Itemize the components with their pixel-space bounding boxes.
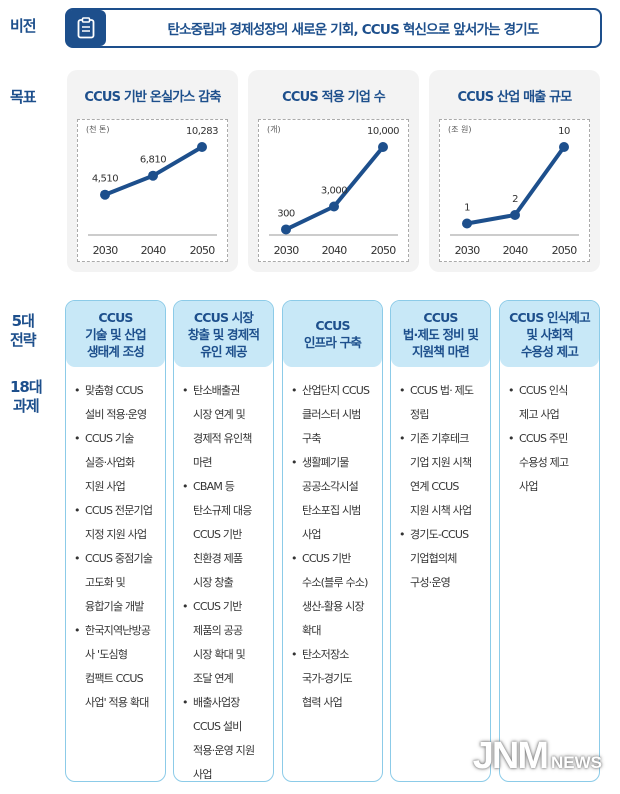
goal-chart-panel: CCUS 기반 온실가스 감축 (천 톤) 4,510 2030 6,810 2040 1…	[67, 70, 238, 272]
line-chart: 1 2030 2 2040 10 2050	[450, 126, 579, 257]
vision-label: 비전	[10, 17, 37, 35]
task-item: 탄소배출권 시장 연계 및 경제적 유인책 마련	[182, 379, 269, 475]
strategy-column: CCUS 인식제고 및 사회적 수용성 제고CCUS 인식 제고 사업CCUS …	[499, 300, 600, 782]
strategy-column: CCUS 기술 및 산업 생태계 조성맞춤형 CCUS 설비 적용·운영CCUS…	[65, 300, 166, 782]
task-list: 탄소배출권 시장 연계 및 경제적 유인책 마련CBAM 등 탄소규제 대응 C…	[174, 367, 273, 787]
x-tick-label: 2040	[503, 244, 529, 257]
data-point	[559, 142, 569, 152]
task-item: 배출사업장 CCUS 설비 적용·운영 지원 사업	[182, 691, 269, 787]
chart-title: CCUS 산업 매출 규모	[457, 90, 573, 105]
data-point	[510, 210, 520, 220]
data-point	[148, 170, 158, 181]
vision-text: 탄소중립과 경제성장의 새로운 기회, CCUS 혁신으로 앞서가는 경기도	[167, 22, 539, 38]
task-item: CCUS 중점기술 고도화 및 융합기술 개발	[74, 547, 161, 619]
chart-area: (개) 300 2030 3,000 2040 10,000 2050	[258, 119, 409, 262]
task-list: CCUS 법· 제도 정립기존 기후테크 기업 지원 시책 연계 CCUS 지원…	[391, 367, 490, 595]
data-label: 4,510	[92, 174, 118, 185]
goal-chart-panel: CCUS 적용 기업 수 (개) 300 2030 3,000 2040 10,000 20…	[248, 70, 419, 272]
chart-title: CCUS 적용 기업 수	[282, 90, 386, 105]
strategy-column: CCUS 인프라 구축산업단지 CCUS 클러스터 시범 구축생활폐기물 공공소…	[282, 300, 383, 782]
chart-area: (천 톤) 4,510 2030 6,810 2040 10,283 2050	[77, 119, 228, 262]
data-label: 3,000	[321, 186, 347, 197]
data-point	[378, 142, 388, 152]
data-label: 1	[464, 203, 470, 214]
data-point	[100, 189, 110, 200]
line-chart: 300 2030 3,000 2040 10,000 2050	[269, 126, 400, 257]
clipboard-icon	[66, 10, 106, 46]
task-item: 산업단지 CCUS 클러스터 시범 구축	[291, 379, 378, 451]
data-label: 2	[512, 194, 518, 205]
task-item: CCUS 기반 제품의 공공 시장 확대 및 조달 연계	[182, 595, 269, 691]
chart-unit: (조 원)	[448, 125, 472, 134]
tasks-label: 18대 과제	[10, 378, 43, 415]
line-chart: 4,510 2030 6,810 2040 10,283 2050	[88, 126, 219, 257]
data-label: 10,000	[367, 126, 399, 137]
vision-box: 탄소중립과 경제성장의 새로운 기회, CCUS 혁신으로 앞서가는 경기도	[65, 8, 602, 48]
data-point	[281, 224, 291, 235]
x-tick-label: 2030	[93, 244, 119, 257]
watermark-logo: JNM NEWS	[473, 735, 602, 778]
strategy-title: CCUS 인식제고 및 사회적 수용성 제고	[500, 301, 599, 367]
x-tick-label: 2050	[190, 244, 216, 257]
x-tick-label: 2050	[371, 244, 397, 257]
x-tick-label: 2040	[141, 244, 167, 257]
task-item: CCUS 법· 제도 정립	[399, 379, 486, 427]
strategy-column: CCUS 법·제도 정비 및 지원책 마련CCUS 법· 제도 정립기존 기후테…	[390, 300, 491, 782]
task-item: CCUS 전문기업 지정 지원 사업	[74, 499, 161, 547]
goal-chart-panel: CCUS 산업 매출 규모 (조 원) 1 2030 2 2040 10 2050	[429, 70, 600, 272]
task-item: 기존 기후테크 기업 지원 시책 연계 CCUS 지원 시책 사업	[399, 427, 486, 523]
x-tick-label: 2030	[274, 244, 300, 257]
task-item: CCUS 인식 제고 사업	[508, 379, 595, 427]
data-label: 10,283	[186, 126, 218, 137]
task-item: 탄소저장소 국가-경기도 협력 사업	[291, 643, 378, 715]
watermark-sub: NEWS	[551, 753, 602, 772]
goal-label: 목표	[10, 88, 37, 106]
task-item: 한국지역난방공 사 '도심형 컴팩트 CCUS 사업' 적용 확대	[74, 619, 161, 715]
data-label: 10	[558, 126, 570, 137]
task-list: 산업단지 CCUS 클러스터 시범 구축생활폐기물 공공소각시설 탄소포집 시범…	[283, 367, 382, 715]
strategy-title: CCUS 법·제도 정비 및 지원책 마련	[391, 301, 490, 367]
x-tick-label: 2040	[322, 244, 348, 257]
chart-unit: (천 톤)	[86, 125, 110, 134]
task-item: CCUS 주민 수용성 제고 사업	[508, 427, 595, 499]
task-item: CCUS 기반 수소(블루 수소) 생산-활용 시장 확대	[291, 547, 378, 643]
data-label: 6,810	[140, 155, 166, 166]
data-point	[197, 142, 207, 152]
data-point	[329, 201, 339, 212]
task-item: 경기도-CCUS 기업협의체 구성·운영	[399, 523, 486, 595]
task-item: CBAM 등 탄소규제 대응 CCUS 기반 친환경 제품 시장 창출	[182, 475, 269, 595]
task-item: CCUS 기술 실증·사업화 지원 사업	[74, 427, 161, 499]
strategy-title: CCUS 기술 및 산업 생태계 조성	[66, 301, 165, 367]
chart-unit: (개)	[267, 125, 281, 134]
watermark-main: JNM	[472, 735, 549, 777]
chart-area: (조 원) 1 2030 2 2040 10 2050	[439, 119, 590, 262]
x-tick-label: 2050	[552, 244, 578, 257]
task-item: 맞춤형 CCUS 설비 적용·운영	[74, 379, 161, 427]
data-label: 300	[277, 208, 295, 219]
data-point	[462, 218, 472, 229]
strategy-title: CCUS 인프라 구축	[283, 301, 382, 367]
x-tick-label: 2030	[455, 244, 481, 257]
task-item: 생활폐기물 공공소각시설 탄소포집 시범 사업	[291, 451, 378, 547]
strategy-column: CCUS 시장 창출 및 경제적 유인 제공탄소배출권 시장 연계 및 경제적 …	[173, 300, 274, 782]
strategy-title: CCUS 시장 창출 및 경제적 유인 제공	[174, 301, 273, 367]
chart-title: CCUS 기반 온실가스 감축	[84, 90, 221, 105]
strategy-label: 5대 전략	[10, 312, 37, 349]
